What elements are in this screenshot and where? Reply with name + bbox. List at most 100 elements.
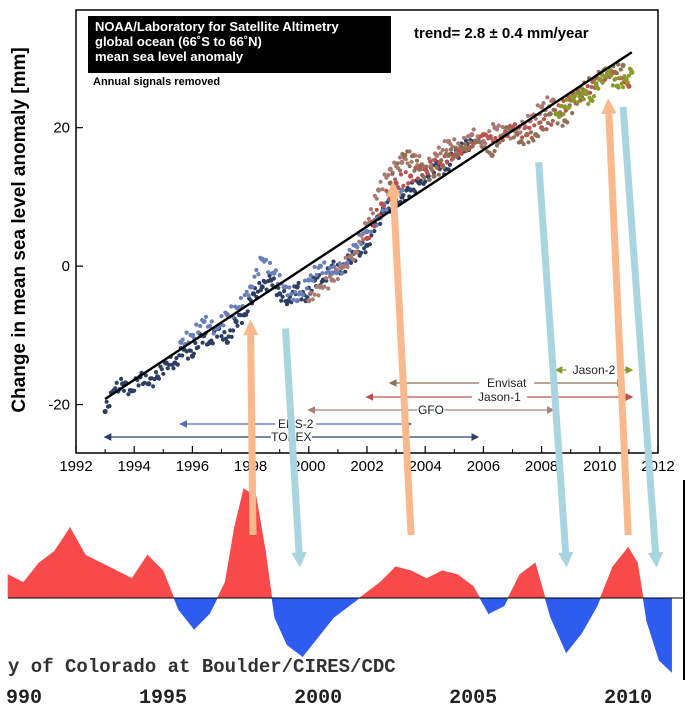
data-point — [547, 111, 553, 117]
data-point — [419, 162, 424, 167]
data-point — [326, 269, 331, 274]
data-point — [539, 104, 545, 110]
mission-label: Envisat — [487, 376, 527, 390]
data-point — [514, 131, 519, 136]
data-point — [477, 140, 483, 145]
enso-x-tick-label: 1995 — [139, 687, 187, 710]
data-point — [521, 142, 526, 147]
data-point — [196, 345, 201, 350]
data-point — [114, 380, 119, 385]
data-point — [399, 159, 405, 165]
data-point — [294, 298, 300, 304]
data-point — [224, 339, 230, 345]
data-point — [359, 233, 364, 238]
data-point — [153, 370, 159, 375]
data-point — [487, 129, 492, 134]
data-point — [136, 383, 141, 388]
data-point — [456, 152, 461, 157]
data-point — [102, 408, 108, 415]
data-point — [574, 91, 579, 96]
data-point — [550, 118, 555, 123]
data-point — [229, 334, 234, 339]
data-point — [113, 386, 118, 391]
data-point — [590, 98, 595, 103]
data-point — [447, 162, 452, 167]
data-point — [349, 253, 354, 258]
data-point — [386, 197, 391, 202]
data-point — [194, 322, 199, 327]
data-point — [306, 277, 312, 283]
data-point — [401, 183, 406, 188]
data-point — [291, 297, 296, 302]
enso-arrows — [242, 98, 664, 568]
y-tick-label: 0 — [62, 258, 70, 275]
data-point — [557, 114, 562, 120]
enso-x-tick-label: 2005 — [449, 687, 497, 710]
data-point — [329, 270, 335, 276]
data-point — [416, 166, 422, 172]
data-point — [461, 135, 467, 140]
data-point — [380, 187, 385, 192]
enso-positive-area — [441, 570, 458, 599]
la-nina-arrow — [535, 162, 574, 568]
data-point — [468, 140, 473, 145]
data-point — [384, 207, 389, 212]
data-point — [550, 97, 556, 103]
data-point — [428, 159, 433, 164]
data-point — [161, 371, 166, 376]
data-point — [159, 367, 164, 372]
y-axis: 20 0 -20 — [48, 120, 83, 414]
data-point — [393, 177, 398, 182]
data-point — [256, 272, 261, 277]
data-point — [333, 267, 339, 272]
data-point — [279, 298, 284, 303]
data-point — [452, 137, 457, 142]
data-point — [367, 242, 372, 247]
data-point — [438, 151, 443, 156]
x-tick-label: 2008 — [525, 458, 558, 475]
data-point — [418, 178, 423, 183]
mission-label-bg — [479, 375, 535, 389]
data-point — [436, 145, 441, 150]
data-point — [545, 120, 551, 126]
data-point — [364, 228, 370, 235]
data-point — [453, 145, 458, 150]
data-point — [180, 353, 185, 358]
data-point — [493, 135, 498, 141]
data-point — [191, 351, 196, 356]
data-point — [345, 264, 350, 270]
data-point — [417, 154, 422, 159]
data-point — [355, 250, 360, 255]
data-point — [322, 260, 327, 265]
data-point — [589, 84, 594, 90]
data-point — [380, 208, 385, 213]
data-point — [229, 304, 234, 309]
data-point — [429, 167, 434, 172]
data-point — [600, 80, 605, 85]
data-point — [533, 116, 538, 121]
data-point — [317, 263, 323, 269]
data-point — [235, 323, 240, 328]
data-point — [267, 260, 273, 265]
data-point — [335, 276, 340, 282]
data-point — [308, 290, 313, 295]
data-point — [341, 263, 347, 269]
data-point — [619, 81, 624, 86]
data-point — [409, 159, 414, 164]
data-point — [560, 123, 565, 128]
data-point — [520, 135, 525, 140]
data-point — [211, 331, 216, 336]
data-point — [412, 189, 418, 194]
data-point — [616, 62, 621, 67]
el-nino-arrow — [601, 98, 632, 536]
x-tick-label: 1992 — [59, 458, 92, 475]
data-point — [316, 293, 321, 298]
data-point — [483, 132, 488, 137]
data-point — [343, 269, 348, 274]
data-point — [126, 392, 131, 397]
title-box — [88, 16, 391, 73]
enso-positive-area — [85, 554, 102, 599]
data-point — [372, 224, 377, 229]
data-point — [242, 293, 247, 298]
